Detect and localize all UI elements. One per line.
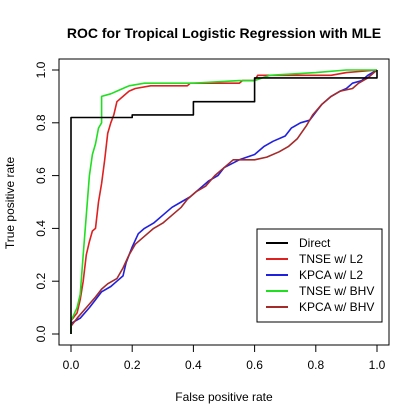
- y-tick-label: 0.0: [34, 325, 48, 342]
- legend-label: KPCA w/ BHV: [299, 300, 374, 314]
- series-line-direct: [70, 70, 378, 334]
- x-tick-label: 0.0: [63, 358, 80, 372]
- y-tick-label: 0.2: [34, 273, 48, 290]
- y-axis: 0.0 0.2 0.4 0.6 0.8 1.0: [34, 61, 60, 342]
- chart-title: ROC for Tropical Logistic Regression wit…: [67, 25, 381, 41]
- series-layer: [70, 69, 378, 334]
- legend-label: TNSE w/ L2: [299, 252, 363, 266]
- legend-label: Direct: [299, 236, 331, 250]
- legend-label: TNSE w/ BHV: [299, 284, 374, 298]
- legend: Direct TNSE w/ L2 KPCA w/ L2 TNSE w/ BHV KPC…: [256, 228, 383, 323]
- x-tick-label: 1.0: [369, 358, 386, 372]
- series-line-kpca-w-bhv: [70, 69, 378, 334]
- y-tick-label: 0.6: [34, 167, 48, 184]
- x-tick-label: 0.6: [246, 358, 263, 372]
- x-axis-label: False positive rate: [175, 390, 273, 404]
- y-tick-label: 0.4: [34, 220, 48, 237]
- y-tick-label: 0.8: [34, 114, 48, 131]
- y-axis-label: True positive rate: [3, 157, 17, 250]
- x-axis: 0.0 0.2 0.4 0.6 0.8 1.0: [63, 344, 386, 372]
- x-tick-label: 0.2: [124, 358, 141, 372]
- legend-label: KPCA w/ L2: [299, 268, 363, 282]
- series-line-tnse-w-bhv: [70, 69, 377, 334]
- x-tick-label: 0.4: [185, 358, 202, 372]
- y-tick-label: 1.0: [34, 61, 48, 78]
- x-tick-label: 0.8: [307, 358, 324, 372]
